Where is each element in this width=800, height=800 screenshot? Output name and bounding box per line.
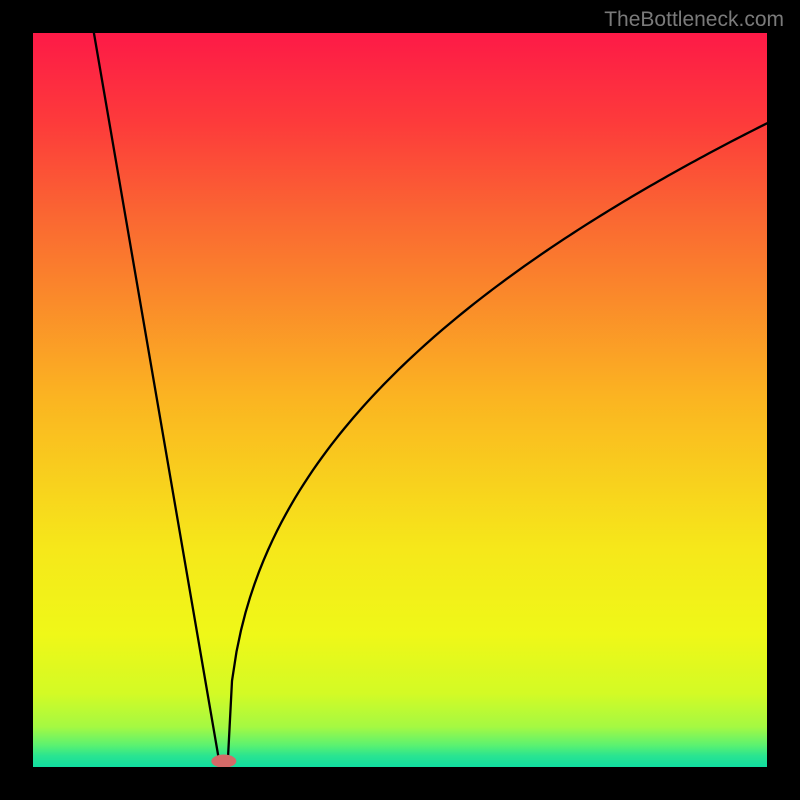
attribution-text: TheBottleneck.com: [604, 8, 784, 32]
gradient-background: [33, 33, 767, 767]
plot-area: [33, 33, 767, 767]
chart-svg: [33, 33, 767, 767]
stage: TheBottleneck.com: [0, 0, 800, 800]
